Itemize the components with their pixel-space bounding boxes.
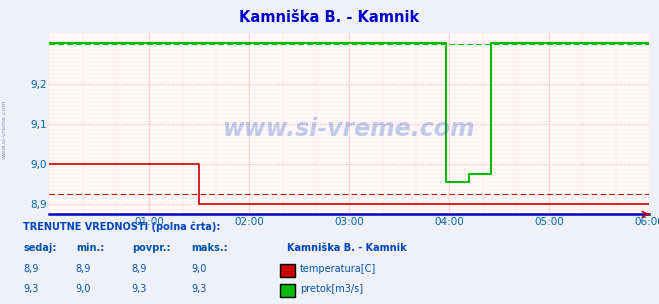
Text: Kamniška B. - Kamnik: Kamniška B. - Kamnik: [239, 10, 420, 25]
Text: www.si-vreme.com: www.si-vreme.com: [2, 99, 7, 159]
Text: 9,0: 9,0: [191, 264, 206, 274]
Text: 9,3: 9,3: [191, 285, 206, 295]
Text: www.si-vreme.com: www.si-vreme.com: [223, 117, 476, 141]
Text: 9,3: 9,3: [23, 285, 38, 295]
Text: 8,9: 8,9: [76, 264, 91, 274]
Text: 8,9: 8,9: [23, 264, 38, 274]
Text: min.:: min.:: [76, 243, 104, 253]
Text: Kamniška B. - Kamnik: Kamniška B. - Kamnik: [287, 243, 407, 253]
Text: 9,3: 9,3: [132, 285, 147, 295]
Text: sedaj:: sedaj:: [23, 243, 57, 253]
Text: TRENUTNE VREDNOSTI (polna črta):: TRENUTNE VREDNOSTI (polna črta):: [23, 221, 221, 232]
Text: pretok[m3/s]: pretok[m3/s]: [300, 285, 363, 295]
Text: maks.:: maks.:: [191, 243, 228, 253]
Text: povpr.:: povpr.:: [132, 243, 170, 253]
Text: temperatura[C]: temperatura[C]: [300, 264, 376, 274]
Text: 9,0: 9,0: [76, 285, 91, 295]
Text: 8,9: 8,9: [132, 264, 147, 274]
